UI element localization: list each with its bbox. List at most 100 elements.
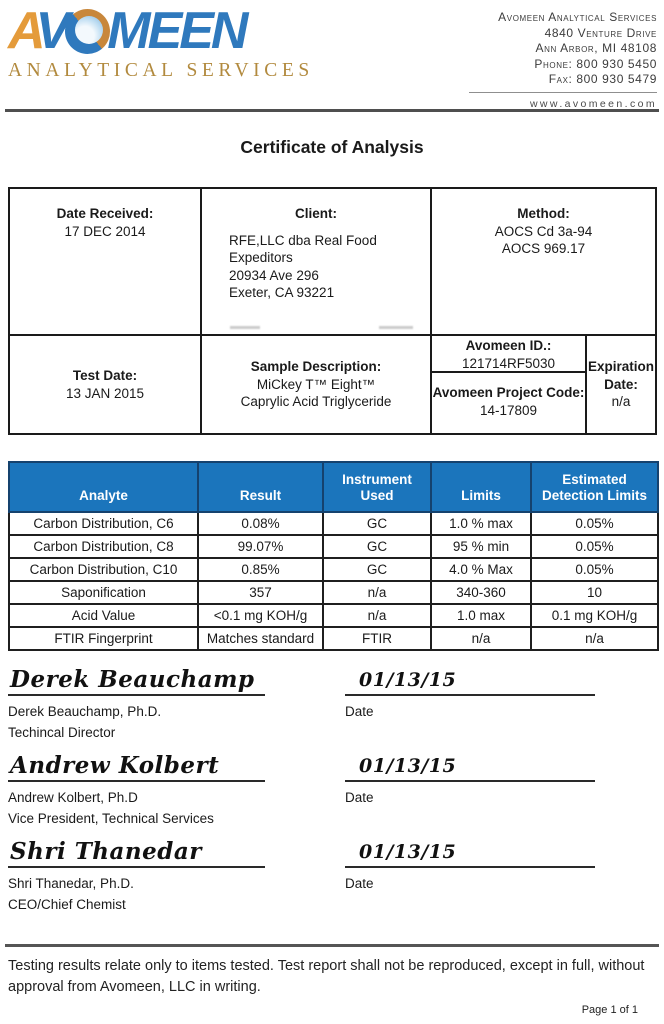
header-estimated-detection-limits: Estimated Detection Limits [530,461,659,513]
date-label: Date [345,876,374,891]
contact-phone: Phone: 800 930 5450 [534,56,657,71]
signer-title: Vice President, Technical Services [8,811,214,826]
date-received-label: Date Received: [56,206,154,221]
expiration-date-cell: Expiration Date: n/a [587,336,655,433]
disclaimer-text: Testing results relate only to items tes… [8,958,645,995]
page-title: Certificate of Analysis [240,137,424,157]
result-cell: 0.85% [197,557,324,582]
client-street: 20934 Ave 296 [229,267,319,283]
contact-fax: Fax: 800 930 5479 [548,72,657,86]
signature-block-2: Andrew Kolbert Andrew Kolbert, Ph.D Vice… [8,752,656,829]
result-cell: <0.1 mg KOH/g [197,603,324,628]
logo-wordmark: A V MEEN [8,2,338,60]
logo-letter-a: A [8,2,46,60]
analyte-cell: FTIR Fingerprint [8,626,199,651]
scan-artifact [230,326,260,329]
avomeen-ids-cell: Avomeen ID.: 121714RF5030 Avomeen Projec… [432,336,587,433]
contact-city: Ann Arbor, MI 48108 [535,41,657,55]
analyte-cell: Carbon Distribution, C10 [8,557,199,582]
instrument-cell: n/a [322,603,432,628]
signature-shri-thanedar: Shri Thanedar [10,838,202,865]
method-line-1: AOCS Cd 3a-94 [494,223,593,239]
results-table: Analyte Result Instrument Used Limits Es… [8,461,659,651]
expiration-label-line-2: Date: [604,376,638,392]
expiration-label-line-1: Expiration [587,359,654,375]
footer-divider [5,944,659,947]
project-code-cell: Avomeen Project Code: 14-17809 [432,373,585,433]
header-instrument-used: Instrument Used [322,461,432,513]
limits-cell: 1.0 max [430,603,532,628]
limits-cell: 95 % min [430,534,532,559]
method-cell: Method: AOCS Cd 3a-94 AOCS 969.17 [432,189,655,334]
sample-description-label: Sample Description: [250,359,382,375]
method-label: Method: [517,206,570,221]
date-label: Date [345,704,374,719]
instrument-cell: GC [322,534,432,559]
signature-line: Andrew Kolbert [8,752,265,782]
test-date-label: Test Date: [72,368,138,383]
detection-limit-cell: 0.05% [530,511,659,536]
test-date-value: 13 JAN 2015 [65,385,145,401]
method-line-2: AOCS 969.17 [501,241,586,256]
result-cell: Matches standard [197,626,324,651]
analyte-cell: Carbon Distribution, C6 [8,511,199,536]
header-analyte: Analyte [8,461,199,513]
expiration-value: n/a [611,394,631,410]
client-city: Exeter, CA 93221 [229,285,335,300]
signatures-section: Derek Beauchamp Derek Beauchamp, Ph.D. T… [8,666,656,915]
scan-artifact [379,326,413,329]
signer-name: Andrew Kolbert, Ph.D [8,790,138,805]
project-code-value: 14-17809 [479,402,538,418]
date-label: Date [345,790,374,805]
analyte-cell: Carbon Distribution, C8 [8,534,199,559]
signature-line: Shri Thanedar [8,838,265,868]
avomeen-id-cell: Avomeen ID.: 121714RF5030 [432,336,585,373]
table-row: Saponification 357 n/a 340-360 10 [8,580,659,605]
avomeen-id-value: 121714RF5030 [461,355,556,371]
header-divider [5,109,659,112]
header-limits: Limits [430,461,532,513]
page-footer: Testing results relate only to items tes… [0,944,664,1024]
date-received-cell: Date Received: 17 DEC 2014 [10,189,202,334]
info-row-2: Test Date: 13 JAN 2015 Sample Descriptio… [10,334,655,433]
signature-date: 01/13/15 [359,841,457,863]
limits-cell: 340-360 [430,580,532,605]
results-header-row: Analyte Result Instrument Used Limits Es… [8,461,659,513]
analyte-cell: Saponification [8,580,199,605]
instrument-cell: n/a [322,580,432,605]
instrument-cell: GC [322,557,432,582]
sample-description-cell: Sample Description: MiCkey T™ Eight™ Cap… [202,336,432,433]
date-line: 01/13/15 [345,666,595,696]
signature-block-3: Shri Thanedar Shri Thanedar, Ph.D. CEO/C… [8,838,656,915]
logo-letter-v: V [35,2,71,60]
detection-limit-cell: 0.05% [530,534,659,559]
signature-row: Derek Beauchamp Derek Beauchamp, Ph.D. T… [8,666,656,743]
logo-subtitle: ANALYTICAL SERVICES [8,60,314,81]
test-date-cell: Test Date: 13 JAN 2015 [10,336,202,433]
signature-row: Andrew Kolbert Andrew Kolbert, Ph.D Vice… [8,752,656,829]
contact-company: Avomeen Analytical Services [498,10,657,24]
table-row: Carbon Distribution, C6 0.08% GC 1.0 % m… [8,511,659,536]
signature-date: 01/13/15 [359,755,457,777]
client-label: Client: [295,206,337,221]
date-line: 01/13/15 [345,752,595,782]
signature-line: Derek Beauchamp [8,666,265,696]
signer-title: CEO/Chief Chemist [8,897,126,912]
sample-type: Caprylic Acid Triglyceride [240,394,392,410]
result-cell: 0.08% [197,511,324,536]
logo-letters-meen: MEEN [107,2,248,60]
client-name: RFE,LLC dba Real Food Expeditors [229,232,377,266]
avomeen-logo: A V MEEN ANALYTICAL SERVICES [8,2,338,109]
signature-andrew-kolbert: Andrew Kolbert [10,752,220,779]
result-cell: 99.07% [197,534,324,559]
page-number: Page 1 of 1 [581,1004,638,1016]
analyte-cell: Acid Value [8,603,199,628]
detection-limit-cell: 0.1 mg KOH/g [530,603,659,628]
sample-name: MiCkey T™ Eight™ [256,376,376,392]
result-cell: 357 [197,580,324,605]
logo-swirl-o-icon [65,8,111,54]
table-row: FTIR Fingerprint Matches standard FTIR n… [8,626,659,651]
limits-cell: 4.0 % Max [430,557,532,582]
signature-row: Shri Thanedar Shri Thanedar, Ph.D. CEO/C… [8,838,656,915]
